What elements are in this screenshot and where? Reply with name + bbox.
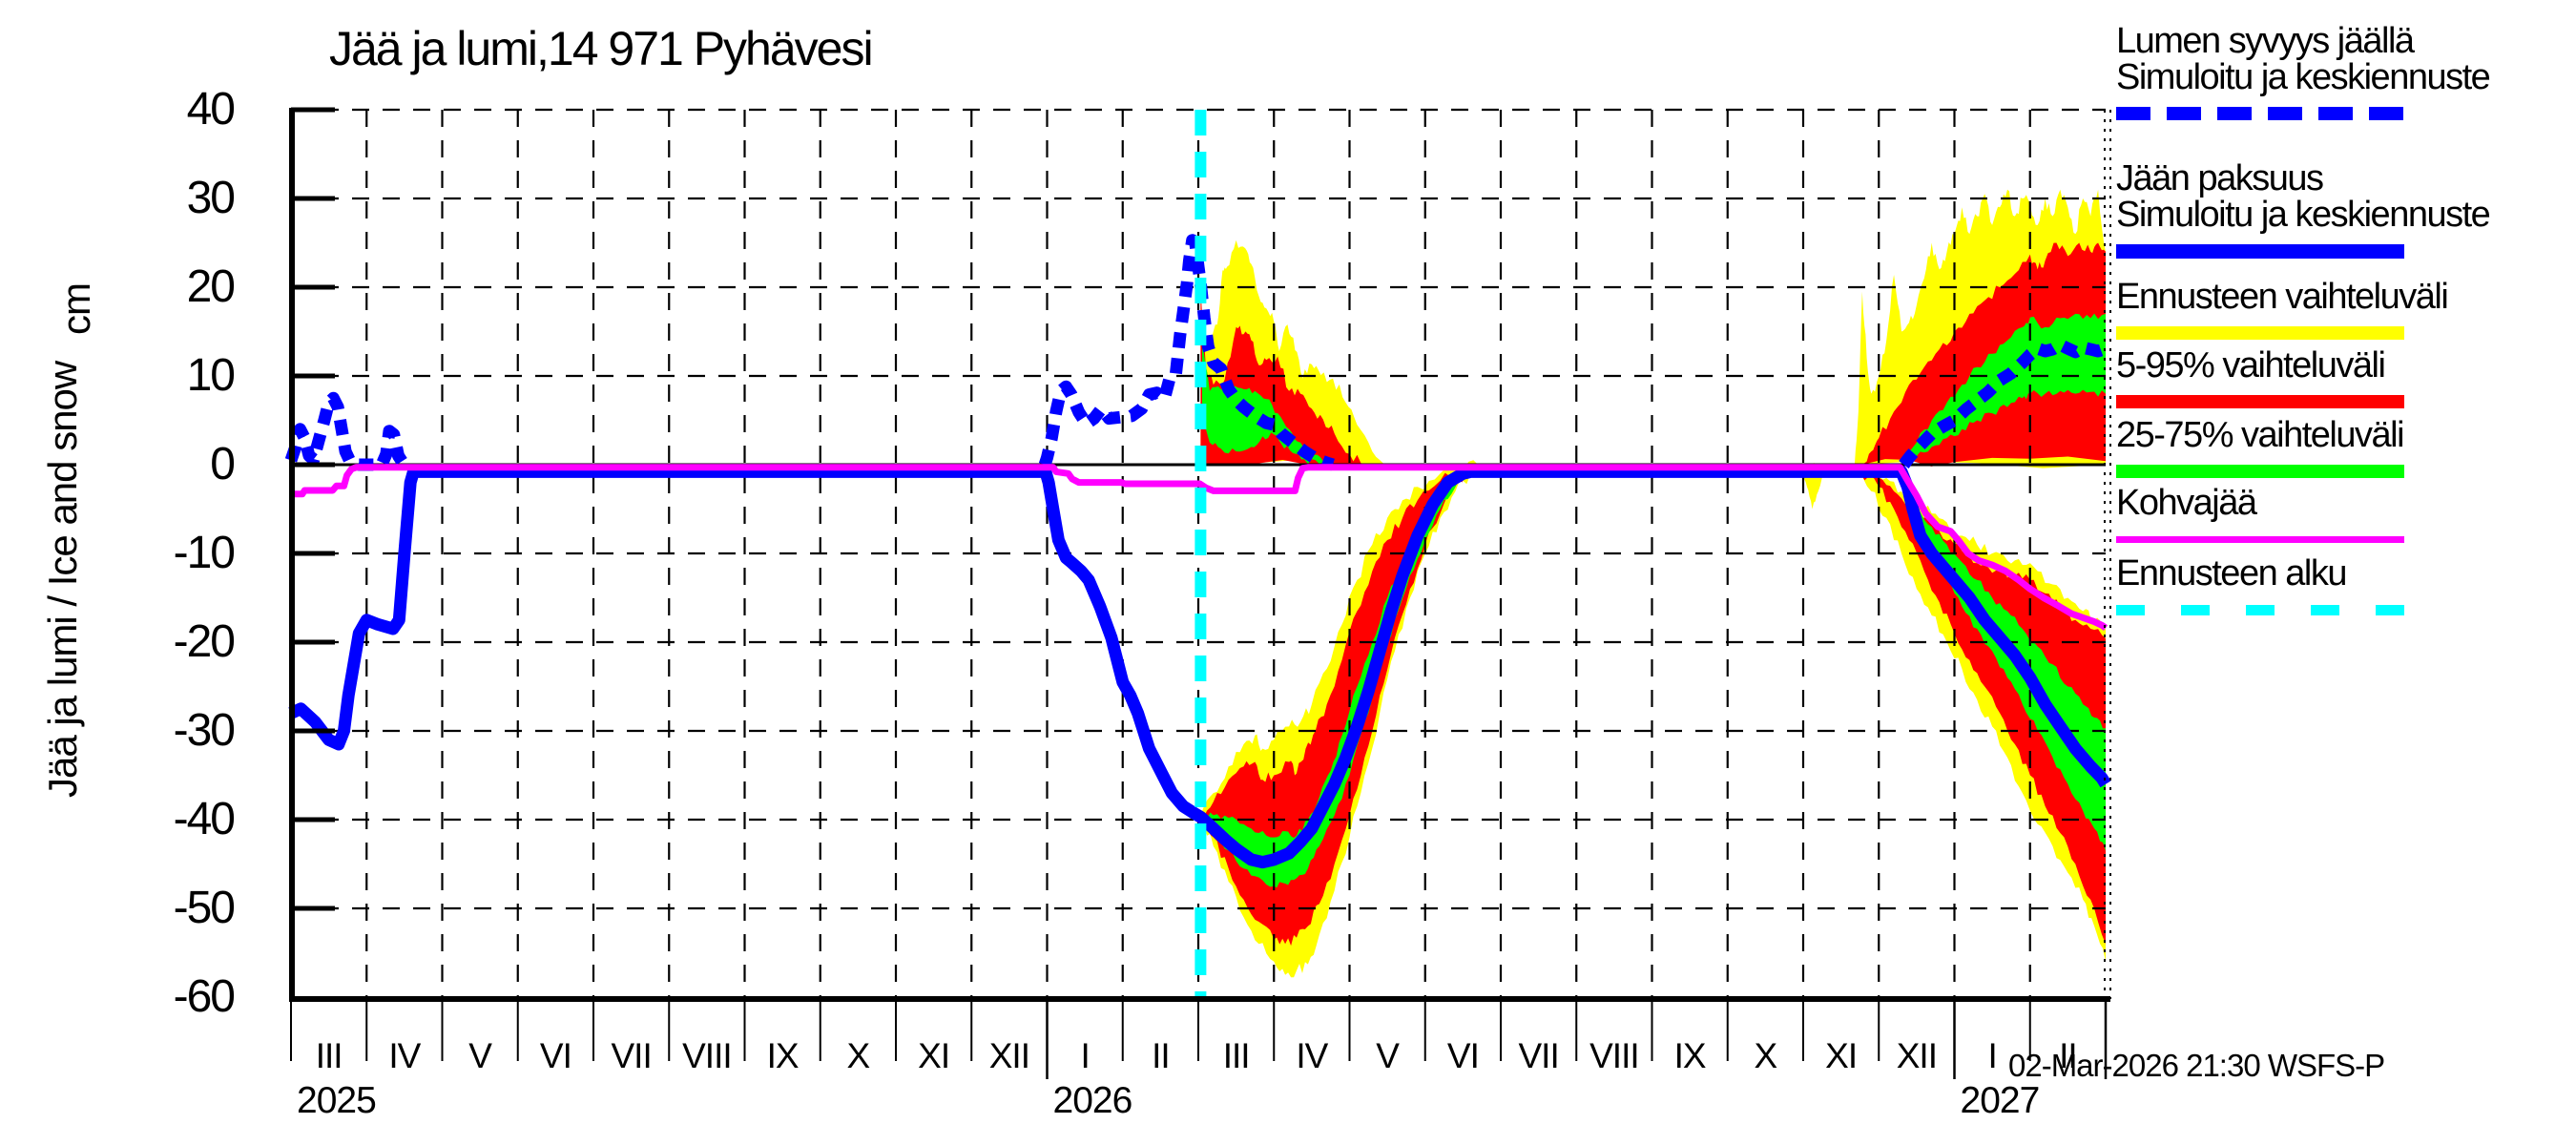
legend-label: 25-75% vaihteluväli bbox=[2116, 415, 2405, 455]
y-tick-label: -60 bbox=[173, 971, 236, 1022]
month-label: III bbox=[1222, 1036, 1251, 1075]
band-winter2-ice-ennusteen-vaihteluväli bbox=[1854, 465, 2106, 962]
legend-label: Simuloitu ja keskiennuste bbox=[2116, 195, 2491, 235]
snow-depth-dashed-line bbox=[1899, 338, 2109, 468]
snow-depth-dashed-line bbox=[1038, 234, 1335, 471]
timestamp: 02-Mar-2026 21:30 WSFS-P bbox=[2008, 1048, 2385, 1083]
magenta-line-swatch bbox=[2116, 536, 2404, 543]
y-tick-label: 10 bbox=[186, 350, 236, 401]
month-label: I bbox=[1080, 1036, 1090, 1075]
month-label: I bbox=[1987, 1036, 1997, 1075]
month-label: VI bbox=[1446, 1036, 1480, 1075]
year-label: 2025 bbox=[297, 1080, 377, 1121]
y-tick-label: 40 bbox=[186, 84, 236, 135]
legend-item-ice-thickness: Jään paksuus Simuloitu ja keskiennuste bbox=[2116, 160, 2565, 259]
month-label: X bbox=[846, 1036, 871, 1075]
month-label: XI bbox=[1825, 1036, 1858, 1075]
ice-thickness-line bbox=[288, 465, 2111, 869]
legend-item-frazil-ice: Kohvajää bbox=[2116, 485, 2565, 543]
snow-depth-dashed-line bbox=[284, 391, 410, 471]
month-label: VII bbox=[1518, 1036, 1560, 1075]
band-winter1-snow-25-75- bbox=[1202, 340, 1331, 467]
month-label: XII bbox=[1896, 1036, 1938, 1075]
dashed-cyan-line-swatch bbox=[2116, 605, 2404, 615]
green-bar-swatch bbox=[2116, 465, 2404, 478]
band-winter2-snow-5-95- bbox=[1861, 242, 2106, 467]
y-tick-label: -40 bbox=[173, 794, 236, 844]
y-tick-label: -30 bbox=[173, 705, 236, 756]
legend-item-forecast-range: Ennusteen vaihteluväli bbox=[2116, 279, 2565, 340]
y-tick-label: -50 bbox=[173, 883, 236, 933]
frazil-ice-line bbox=[291, 464, 2109, 631]
month-label: IV bbox=[1296, 1036, 1328, 1075]
solid-blue-line-swatch bbox=[2116, 244, 2404, 259]
year-label: 2027 bbox=[1960, 1080, 2041, 1121]
legend-label: Ennusteen vaihteluväli bbox=[2116, 277, 2449, 317]
month-label: VII bbox=[611, 1036, 653, 1075]
month-label: III bbox=[315, 1036, 343, 1075]
y-tick-label: 20 bbox=[186, 261, 236, 312]
legend-item-range-25-75: 25-75% vaihteluväli bbox=[2116, 417, 2565, 478]
legend-item-forecast-start: Ennusteen alku bbox=[2116, 555, 2565, 615]
legend-label: Lumen syvyys jäällä bbox=[2116, 21, 2415, 61]
legend-label: Ennusteen alku bbox=[2116, 553, 2347, 593]
month-label: XI bbox=[918, 1036, 950, 1075]
month-label: VI bbox=[539, 1036, 572, 1075]
month-label: X bbox=[1754, 1036, 1778, 1075]
month-label: IV bbox=[388, 1036, 421, 1075]
red-bar-swatch bbox=[2116, 395, 2404, 408]
month-label: IX bbox=[766, 1036, 800, 1075]
month-label: V bbox=[1376, 1036, 1400, 1075]
month-label: VIII bbox=[682, 1036, 733, 1075]
year-label: 2026 bbox=[1052, 1080, 1133, 1121]
legend: Lumen syvyys jäällä Simuloitu ja keskien… bbox=[2116, 0, 2565, 668]
legend-label: 5-95% vaihteluväli bbox=[2116, 345, 2386, 385]
y-tick-label: -20 bbox=[173, 616, 236, 667]
y-tick-label: 0 bbox=[210, 439, 236, 489]
y-tick-label: 30 bbox=[186, 173, 236, 223]
yellow-bar-swatch bbox=[2116, 326, 2404, 340]
month-label: IX bbox=[1673, 1036, 1707, 1075]
month-label: II bbox=[1152, 1036, 1171, 1075]
page-title: Jää ja lumi,14 971 Pyhävesi bbox=[329, 22, 874, 75]
month-label: II bbox=[2059, 1036, 2078, 1075]
dashed-blue-line-swatch bbox=[2116, 107, 2404, 120]
month-label: XII bbox=[988, 1036, 1030, 1075]
month-label: V bbox=[468, 1036, 492, 1075]
legend-label: Simuloitu ja keskiennuste bbox=[2116, 57, 2491, 97]
legend-label: Jään paksuus bbox=[2116, 158, 2324, 198]
legend-item-snow-depth: Lumen syvyys jäällä Simuloitu ja keskien… bbox=[2116, 23, 2565, 120]
y-tick-label: -10 bbox=[173, 528, 236, 578]
legend-item-range-5-95: 5-95% vaihteluväli bbox=[2116, 347, 2565, 408]
legend-label: Kohvajää bbox=[2116, 483, 2257, 523]
month-label: VIII bbox=[1589, 1036, 1640, 1075]
bottom-spine bbox=[289, 996, 2110, 1002]
